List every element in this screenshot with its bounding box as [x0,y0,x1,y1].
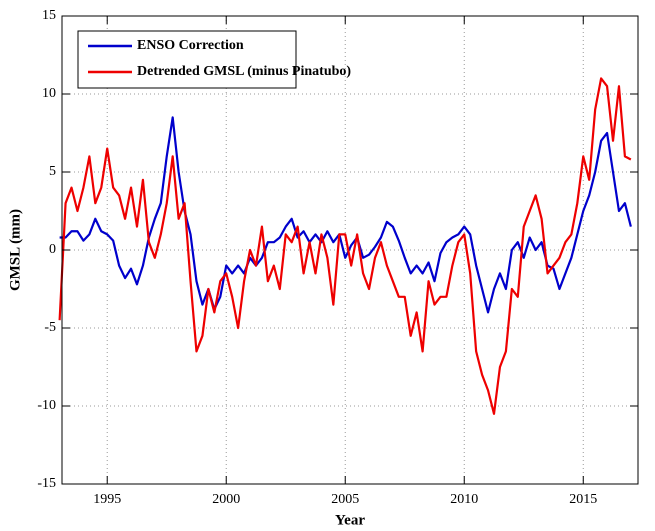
x-axis-label: Year [335,512,365,528]
y-tick-label: -15 [37,476,56,491]
y-tick-label: 0 [49,242,56,257]
y-axis-label: GMSL (mm) [7,209,23,291]
lines [58,77,632,415]
x-tick-label: 2005 [331,492,359,507]
y-tick-label: 15 [42,8,56,23]
legend-label: Detrended GMSL (minus Pinatubo) [137,64,351,79]
y-tick-label: 5 [49,164,56,179]
x-tick-label: 2000 [212,492,240,507]
x-tick-label: 2015 [569,492,597,507]
legend-box [77,30,297,89]
legend: ENSO Correction Detrended GMSL (minus Pin… [77,30,351,89]
y-tick-label: -5 [44,320,56,335]
data-line [59,116,632,314]
x-tick-label: 2010 [450,492,478,507]
data-line [58,77,632,415]
x-tick-label: 1995 [93,492,121,507]
y-tick-label: -10 [37,398,56,413]
y-tick-label: 10 [42,86,56,101]
legend-label: ENSO Correction [137,38,244,53]
